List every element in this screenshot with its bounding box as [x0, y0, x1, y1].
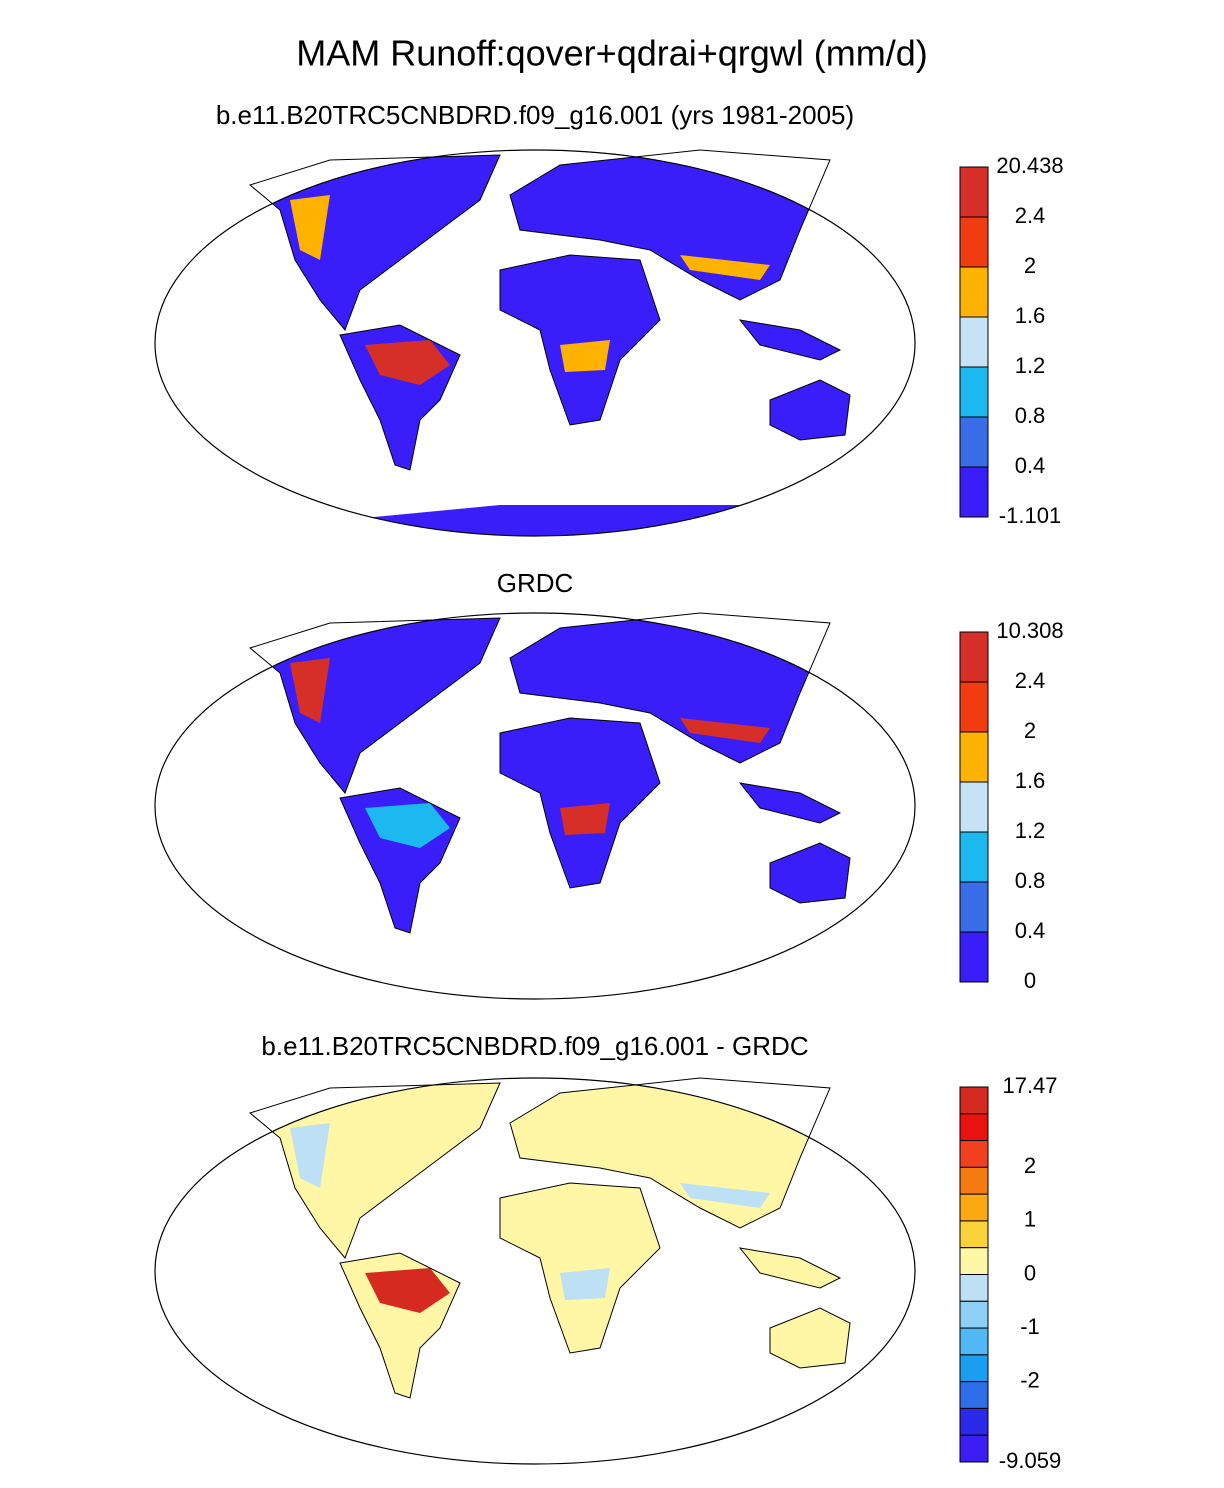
- colorbar-box: [959, 1407, 989, 1436]
- colorbar-box: [959, 416, 989, 468]
- colorbar-box: [959, 1300, 989, 1329]
- map: [154, 612, 916, 1000]
- colorbar: 17.47 2 1 0 -1 -2 -9.059: [959, 1073, 1061, 1473]
- panels: b.e11.B20TRC5CNBDRD.f09_g16.001 (yrs 198…: [154, 100, 1064, 1473]
- colorbar-label: 1: [1024, 1207, 1036, 1232]
- land-highlight: [365, 1268, 450, 1313]
- colorbar-box: [959, 1434, 989, 1463]
- colorbar-label: 1.6: [1015, 303, 1046, 328]
- colorbar-box: [959, 1220, 989, 1249]
- colorbar-box: [959, 266, 989, 318]
- colorbar-box: [959, 781, 989, 833]
- land-highlight: [365, 803, 450, 848]
- colorbar-box: [959, 216, 989, 268]
- colorbar-label: -1: [1020, 1314, 1040, 1339]
- map: [154, 1077, 916, 1465]
- colorbar: 10.308 2.4 2 1.6 1.2 0.8 0.4 0: [959, 618, 1064, 993]
- colorbar-box: [959, 1327, 989, 1356]
- map-border: [154, 1077, 916, 1465]
- colorbar-box: [959, 1113, 989, 1142]
- colorbar-box: [959, 1381, 989, 1409]
- land: [250, 1078, 850, 1398]
- colorbar-label: 20.438: [996, 153, 1063, 178]
- land: [250, 150, 850, 470]
- colorbar-label: -9.059: [999, 1448, 1061, 1473]
- map-border: [154, 612, 916, 1000]
- panel: b.e11.B20TRC5CNBDRD.f09_g16.001 (yrs 198…: [154, 100, 1064, 537]
- colorbar-box: [959, 1086, 989, 1115]
- colorbar-label: 1.2: [1015, 353, 1046, 378]
- colorbar-box: [959, 831, 989, 883]
- panel: GRDC 10.308 2.4 2 1.6 1.2 0.8 0.4 0: [154, 568, 1064, 1000]
- colorbar-box: [959, 731, 989, 783]
- colorbar-box: [959, 466, 989, 518]
- colorbar-label: 2: [1024, 718, 1036, 743]
- panel: b.e11.B20TRC5CNBDRD.f09_g16.001 - GRDC 17…: [154, 1031, 1061, 1473]
- colorbar: 20.438 2.4 2 1.6 1.2 0.8 0.4 -1.101: [959, 153, 1064, 528]
- colorbar-box: [959, 316, 989, 368]
- colorbar-label: 0: [1024, 968, 1036, 993]
- land-highlight: [365, 340, 450, 385]
- colorbar-label: -1.101: [999, 503, 1061, 528]
- colorbar-label: 0.4: [1015, 453, 1046, 478]
- colorbar-box: [959, 1354, 989, 1383]
- colorbar-box: [959, 931, 989, 983]
- panel-title: b.e11.B20TRC5CNBDRD.f09_g16.001 (yrs 198…: [216, 100, 854, 130]
- colorbar-box: [959, 1193, 989, 1222]
- colorbar-label: 2: [1024, 1153, 1036, 1178]
- colorbar-box: [959, 166, 989, 218]
- colorbar-box: [959, 1166, 989, 1195]
- colorbar-label: 2: [1024, 253, 1036, 278]
- colorbar-label: 0: [1024, 1260, 1036, 1285]
- colorbar-label: 17.47: [1002, 1073, 1057, 1098]
- figure-title: MAM Runoff:qover+qdrai+qrgwl (mm/d): [296, 33, 928, 74]
- colorbar-box: [959, 631, 989, 683]
- antarctica: [290, 505, 780, 536]
- colorbar-label: -2: [1020, 1367, 1040, 1392]
- colorbar-label: 0.4: [1015, 918, 1046, 943]
- colorbar-label: 10.308: [996, 618, 1063, 643]
- colorbar-label: 1.2: [1015, 818, 1046, 843]
- panel-title: GRDC: [497, 568, 574, 598]
- colorbar-label: 2.4: [1015, 203, 1046, 228]
- colorbar-label: 2.4: [1015, 668, 1046, 693]
- colorbar-box: [959, 1274, 989, 1302]
- land: [250, 613, 850, 933]
- map-border: [154, 149, 916, 537]
- colorbar-box: [959, 681, 989, 733]
- map: [154, 149, 916, 537]
- colorbar-box: [959, 881, 989, 933]
- panel-title: b.e11.B20TRC5CNBDRD.f09_g16.001 - GRDC: [261, 1031, 808, 1061]
- colorbar-label: 1.6: [1015, 768, 1046, 793]
- colorbar-box: [959, 1247, 989, 1275]
- colorbar-label: 0.8: [1015, 868, 1046, 893]
- colorbar-label: 0.8: [1015, 403, 1046, 428]
- colorbar-box: [959, 1140, 989, 1168]
- colorbar-box: [959, 366, 989, 418]
